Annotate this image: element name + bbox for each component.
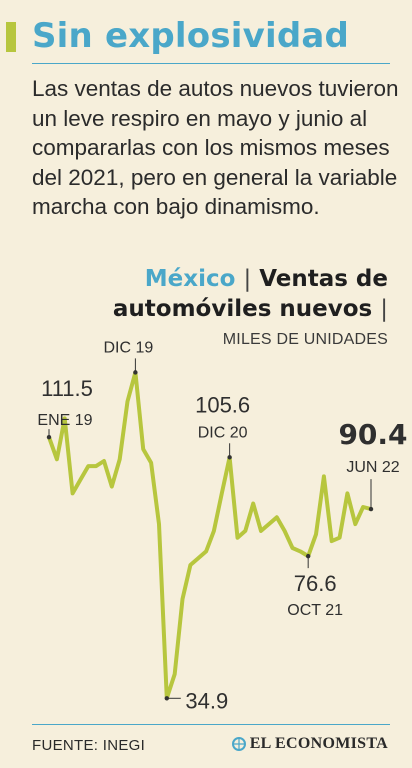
headline: Sin explosividad [32, 16, 350, 56]
units-label: MILES DE UNIDADES [222, 331, 388, 348]
annotation-date-0: ENE 19 [37, 412, 92, 429]
accent-bar [6, 22, 16, 52]
top-rule [32, 63, 390, 64]
chart-title-block: México | Ventas de automóviles nuevos | [88, 264, 388, 324]
annotation-value-2: 105.6 [195, 392, 250, 417]
annotation-date-2: DIC 20 [198, 424, 248, 441]
annotation-value-5: 90.4 [338, 418, 407, 451]
series-line [47, 370, 373, 701]
globe-icon [231, 737, 246, 751]
annotation-date-1: DIC 19 [103, 340, 153, 356]
brand: EL ECONOMISTA [231, 735, 388, 753]
data-point-marker [46, 434, 52, 440]
title-separator-1: | [243, 266, 252, 292]
annotation-date-4: OCT 21 [287, 602, 343, 619]
title-separator-2: | [380, 296, 388, 322]
data-point-marker [305, 553, 311, 559]
chart-title: Ventas de automóviles nuevos [112, 266, 388, 322]
data-point-marker [133, 370, 138, 375]
bottom-rule [32, 724, 390, 725]
chart-country: México [144, 266, 236, 292]
annotation-date-5: JUN 22 [346, 459, 399, 476]
intro-text: Las ventas de autos nuevos tuvieron un l… [32, 76, 399, 219]
brand-name: EL ECONOMISTA [249, 735, 388, 752]
annotation-value-4: 76.6 [294, 571, 337, 596]
annotation-value-3: 34.9 [185, 688, 228, 713]
annotation-value-0: 111.5 [41, 376, 93, 401]
source-note: FUENTE: INEGI [32, 737, 146, 754]
